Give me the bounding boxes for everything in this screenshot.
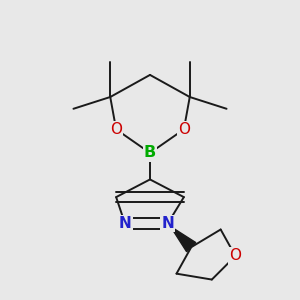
Text: O: O	[230, 248, 242, 263]
Text: O: O	[110, 122, 122, 137]
Text: N: N	[161, 216, 174, 231]
Text: O: O	[178, 122, 190, 137]
Text: B: B	[144, 146, 156, 160]
Text: N: N	[118, 216, 131, 231]
Polygon shape	[170, 226, 196, 252]
